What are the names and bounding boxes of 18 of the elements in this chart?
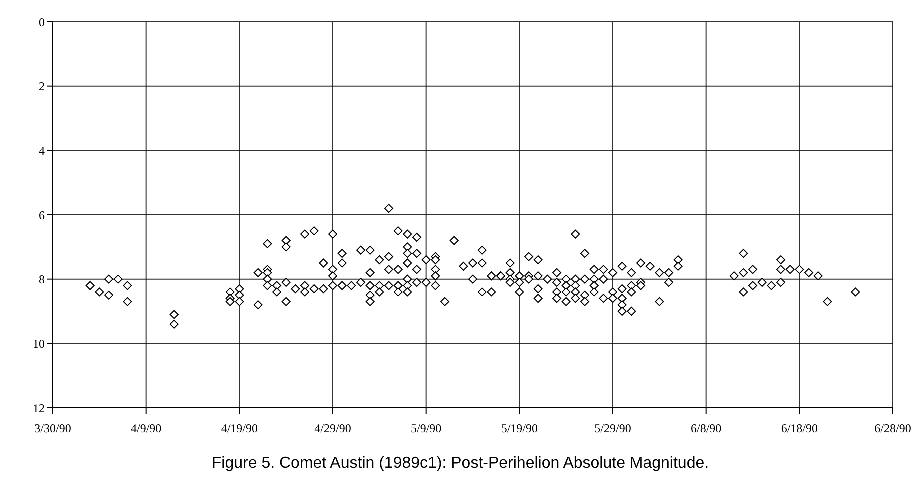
y-tick-label: 10: [33, 336, 45, 351]
x-tick-label: 4/19/90: [221, 422, 258, 436]
x-tick-label: 4/9/90: [130, 422, 162, 436]
x-tick-label: 6/8/90: [690, 422, 722, 436]
x-tick-label: 5/29/90: [594, 422, 632, 436]
y-tick-label: 8: [39, 272, 45, 287]
y-tick-label: 6: [39, 208, 45, 222]
x-tick-label: 3/30/90: [34, 422, 72, 436]
x-tick-label: 4/29/90: [314, 422, 352, 436]
y-tick-label: 0: [39, 15, 45, 30]
x-tick-label: 6/18/90: [781, 422, 818, 436]
x-tick-label: 6/28/90: [874, 422, 912, 436]
y-tick-label: 2: [39, 80, 45, 94]
y-tick-label: 4: [39, 144, 45, 158]
text: Figure 5. Comet Austin (1989c1): Post-Perihelion Absolute Magnitude.: [210, 455, 710, 473]
x-tick-label: 5/9/90: [410, 422, 442, 436]
x-tick-label: 5/19/90: [501, 422, 538, 436]
y-tick-label: 12: [33, 401, 45, 416]
